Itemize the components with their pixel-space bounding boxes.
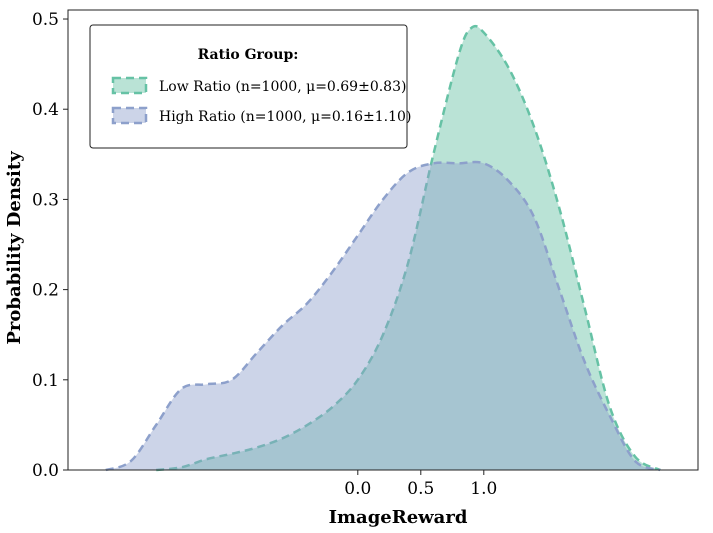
y-tick-label: 0.4: [32, 100, 59, 120]
y-tick-label: 0.3: [32, 190, 59, 210]
series-area-0: [156, 26, 661, 470]
series-line-0: [156, 24, 661, 472]
legend-box: [89, 24, 408, 149]
legend-swatch-1: [111, 106, 148, 125]
series-layer: [105, 24, 661, 472]
legend-items: Low Ratio (n=1000, μ=0.69±0.83) High Rati…: [111, 76, 411, 125]
series-area-1: [105, 161, 661, 471]
y-tick-label: 0.2: [32, 281, 59, 301]
x-tick-label: 0.0: [344, 479, 371, 499]
legend: Ratio Group: Low Ratio (n=1000, μ=0.69±0…: [89, 24, 411, 149]
legend-title: Ratio Group:: [198, 47, 299, 63]
legend-swatch-0: [111, 76, 148, 95]
y-axis-ticks: 0.0 0.1 0.2 0.3 0.4 0.5: [32, 10, 68, 481]
x-tick-label: 0.5: [407, 479, 434, 499]
series-line-1: [105, 160, 661, 472]
y-tick-label: 0.5: [32, 10, 59, 30]
x-axis-label: ImageReward: [329, 507, 468, 528]
y-tick-label: 0.1: [32, 371, 59, 391]
plot-frame: [67, 9, 699, 471]
x-tick-label: 1.0: [470, 479, 497, 499]
x-axis-ticks: 0.0 0.5 1.0: [344, 470, 497, 499]
legend-label-0: Low Ratio (n=1000, μ=0.69±0.83): [159, 79, 406, 95]
y-tick-label: 0.0: [32, 461, 59, 481]
legend-label-1: High Ratio (n=1000, μ=0.16±1.10): [159, 109, 411, 125]
y-axis-label: Probability Density: [4, 151, 25, 345]
